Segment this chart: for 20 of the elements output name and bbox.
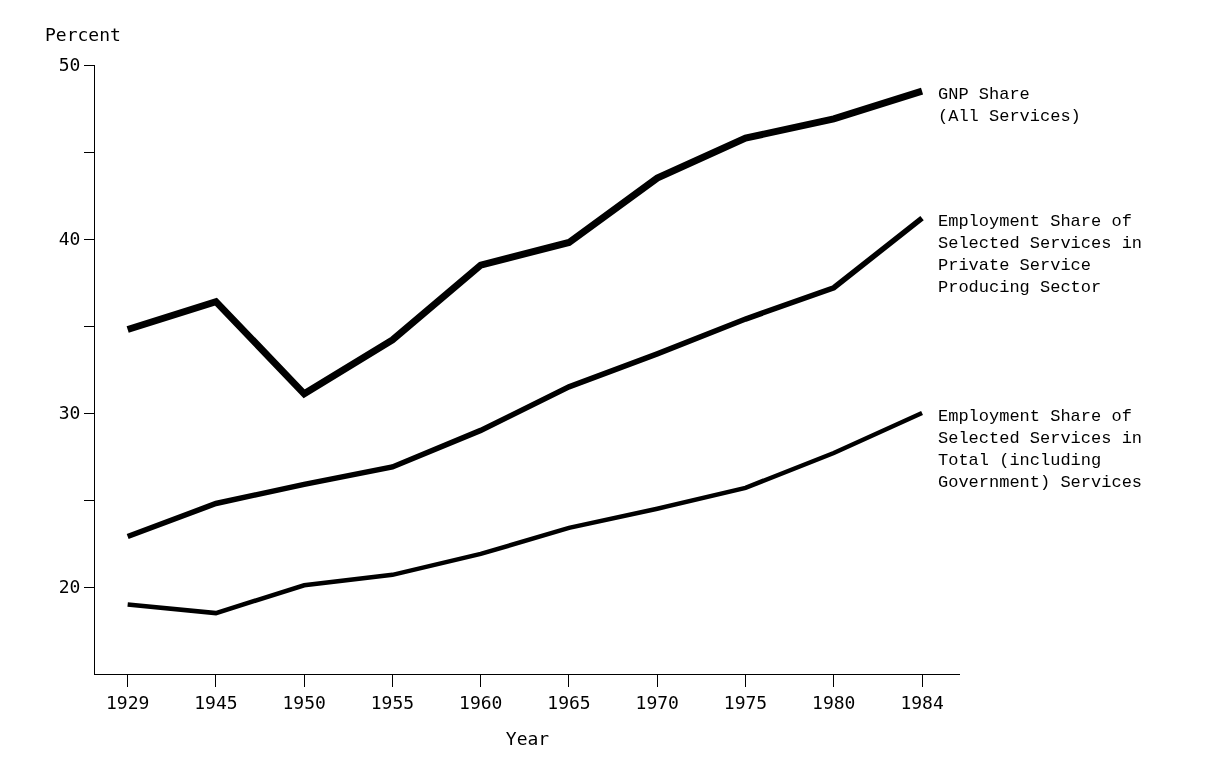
x-tick-label: 1980 [812, 691, 856, 713]
x-tick-label: 1984 [900, 691, 944, 713]
y-tick-label: 30 [58, 402, 81, 424]
x-tick-label: 1960 [459, 691, 503, 713]
series-label: GNP Share (All Services) [938, 85, 1081, 127]
x-tick-label: 1945 [194, 691, 238, 713]
y-tick-label: 40 [58, 228, 81, 250]
series-label: Employment Share of Selected Services in Total (including Government) Services [938, 407, 1143, 493]
x-tick-label: 1950 [282, 691, 326, 713]
x-axis-title: Year [505, 727, 550, 749]
x-tick-label: 1965 [547, 691, 591, 713]
x-tick-label: 1970 [635, 691, 679, 713]
y-tick-label: 20 [58, 576, 81, 598]
y-axis-title: Percent [45, 24, 121, 45]
x-tick-label: 1975 [723, 691, 768, 713]
series-label: Employment Share of Selected Services in Private Service Producing Sector [938, 212, 1143, 298]
y-tick-label: 50 [58, 54, 81, 76]
line-series [125, 410, 925, 616]
x-tick-label: 1929 [105, 691, 150, 713]
x-tick-label: 1955 [370, 691, 415, 713]
